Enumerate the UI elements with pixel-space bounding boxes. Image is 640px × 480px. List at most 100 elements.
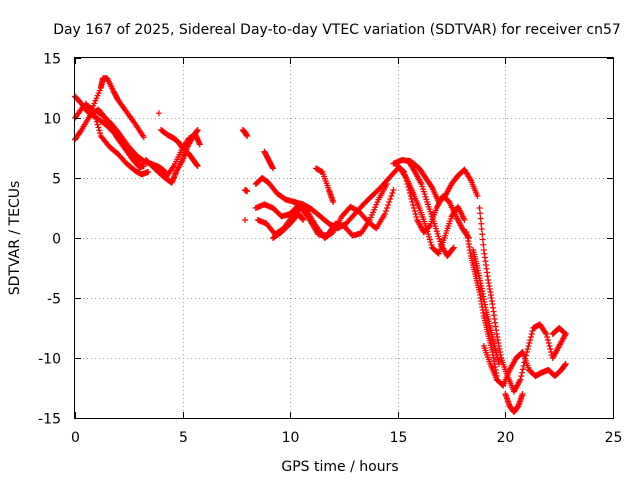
data-point [450, 244, 457, 251]
x-tick-label: 10 [282, 430, 300, 446]
data-point [97, 130, 104, 137]
data-point [411, 208, 418, 214]
x-tick-label: 0 [71, 430, 80, 446]
data-point [478, 226, 485, 232]
y-tick-label: 10 [43, 112, 61, 128]
data-point [476, 205, 483, 211]
axis-ticks [75, 58, 614, 419]
data-point [381, 211, 388, 217]
data-point [94, 121, 101, 128]
data-point [477, 210, 484, 217]
data-point [519, 391, 526, 397]
data-point [428, 241, 435, 248]
data-point [92, 115, 99, 122]
data-point [495, 361, 502, 367]
data-point [388, 193, 395, 199]
data-point [562, 361, 569, 367]
data-point [390, 187, 397, 193]
x-tick-label: 5 [179, 430, 188, 446]
data-point [529, 328, 536, 334]
data-point [196, 141, 203, 148]
data-point [242, 217, 249, 223]
data-point [519, 369, 526, 376]
data-point [424, 228, 431, 235]
data-point [95, 124, 102, 131]
chart-title: Day 167 of 2025, Sidereal Day-to-day VTE… [53, 22, 621, 38]
y-tick-label: -5 [47, 292, 61, 308]
data-point [244, 188, 251, 195]
data-point [480, 241, 487, 248]
data-point [330, 199, 337, 205]
data-point [410, 205, 417, 211]
y-tick-label: -15 [38, 412, 61, 428]
y-tick-label: 5 [52, 172, 61, 188]
data-point [155, 110, 162, 117]
data-point [544, 337, 551, 343]
y-tick-label: -10 [38, 352, 61, 368]
data-point [479, 236, 486, 243]
data-point [547, 346, 554, 352]
data-point [449, 245, 456, 252]
y-axis-label: SDTVAR / TECUs [7, 181, 23, 296]
data-point [194, 127, 201, 133]
data-point [145, 169, 152, 175]
data-point [413, 214, 420, 220]
data-point [524, 346, 531, 352]
data-point [562, 331, 569, 337]
data-point [528, 331, 535, 337]
data-point [521, 359, 528, 366]
data-point [527, 337, 534, 343]
data-point [527, 334, 534, 340]
data-point [194, 163, 201, 169]
data-point [478, 220, 485, 227]
x-tick-label: 20 [497, 430, 515, 446]
data-point [389, 190, 396, 196]
data-point [544, 334, 551, 340]
data-point [385, 202, 392, 208]
data-point [523, 349, 530, 355]
data-point [410, 202, 417, 208]
data-point [386, 199, 393, 205]
data-point [93, 118, 100, 125]
data-point [300, 217, 307, 223]
data-point [384, 205, 391, 211]
data-point [522, 355, 529, 362]
data-point [244, 133, 251, 139]
data-point [269, 165, 276, 172]
data-point [426, 233, 433, 240]
data-point [140, 134, 147, 141]
data-point [520, 362, 527, 369]
data-point [517, 376, 524, 383]
x-axis-label: GPS time / hours [281, 459, 398, 475]
data-point [546, 343, 553, 349]
data-points [72, 75, 569, 415]
data-point [423, 225, 430, 232]
x-tick-labels: 0 5 10 15 20 25 [71, 430, 622, 446]
data-point [426, 236, 433, 243]
data-point [523, 352, 530, 359]
plot-frame [74, 57, 614, 419]
data-point [525, 343, 532, 349]
data-point [427, 239, 434, 246]
data-point [477, 215, 484, 222]
data-point [545, 340, 552, 346]
y-tick-label: 15 [43, 52, 61, 68]
data-point [425, 231, 432, 238]
data-point [467, 176, 474, 183]
data-point [96, 127, 103, 134]
data-point [387, 196, 394, 202]
data-point [412, 211, 419, 217]
data-point [561, 330, 568, 337]
data-point [526, 340, 533, 346]
data-point [519, 366, 526, 373]
x-tick-label: 15 [390, 430, 408, 446]
data-point [382, 208, 389, 214]
data-point [518, 373, 525, 380]
x-tick-label: 25 [605, 430, 623, 446]
data-point [543, 331, 550, 337]
y-tick-label: 0 [52, 232, 61, 248]
data-point [92, 113, 99, 120]
grid [75, 58, 613, 418]
data-point [461, 217, 468, 223]
